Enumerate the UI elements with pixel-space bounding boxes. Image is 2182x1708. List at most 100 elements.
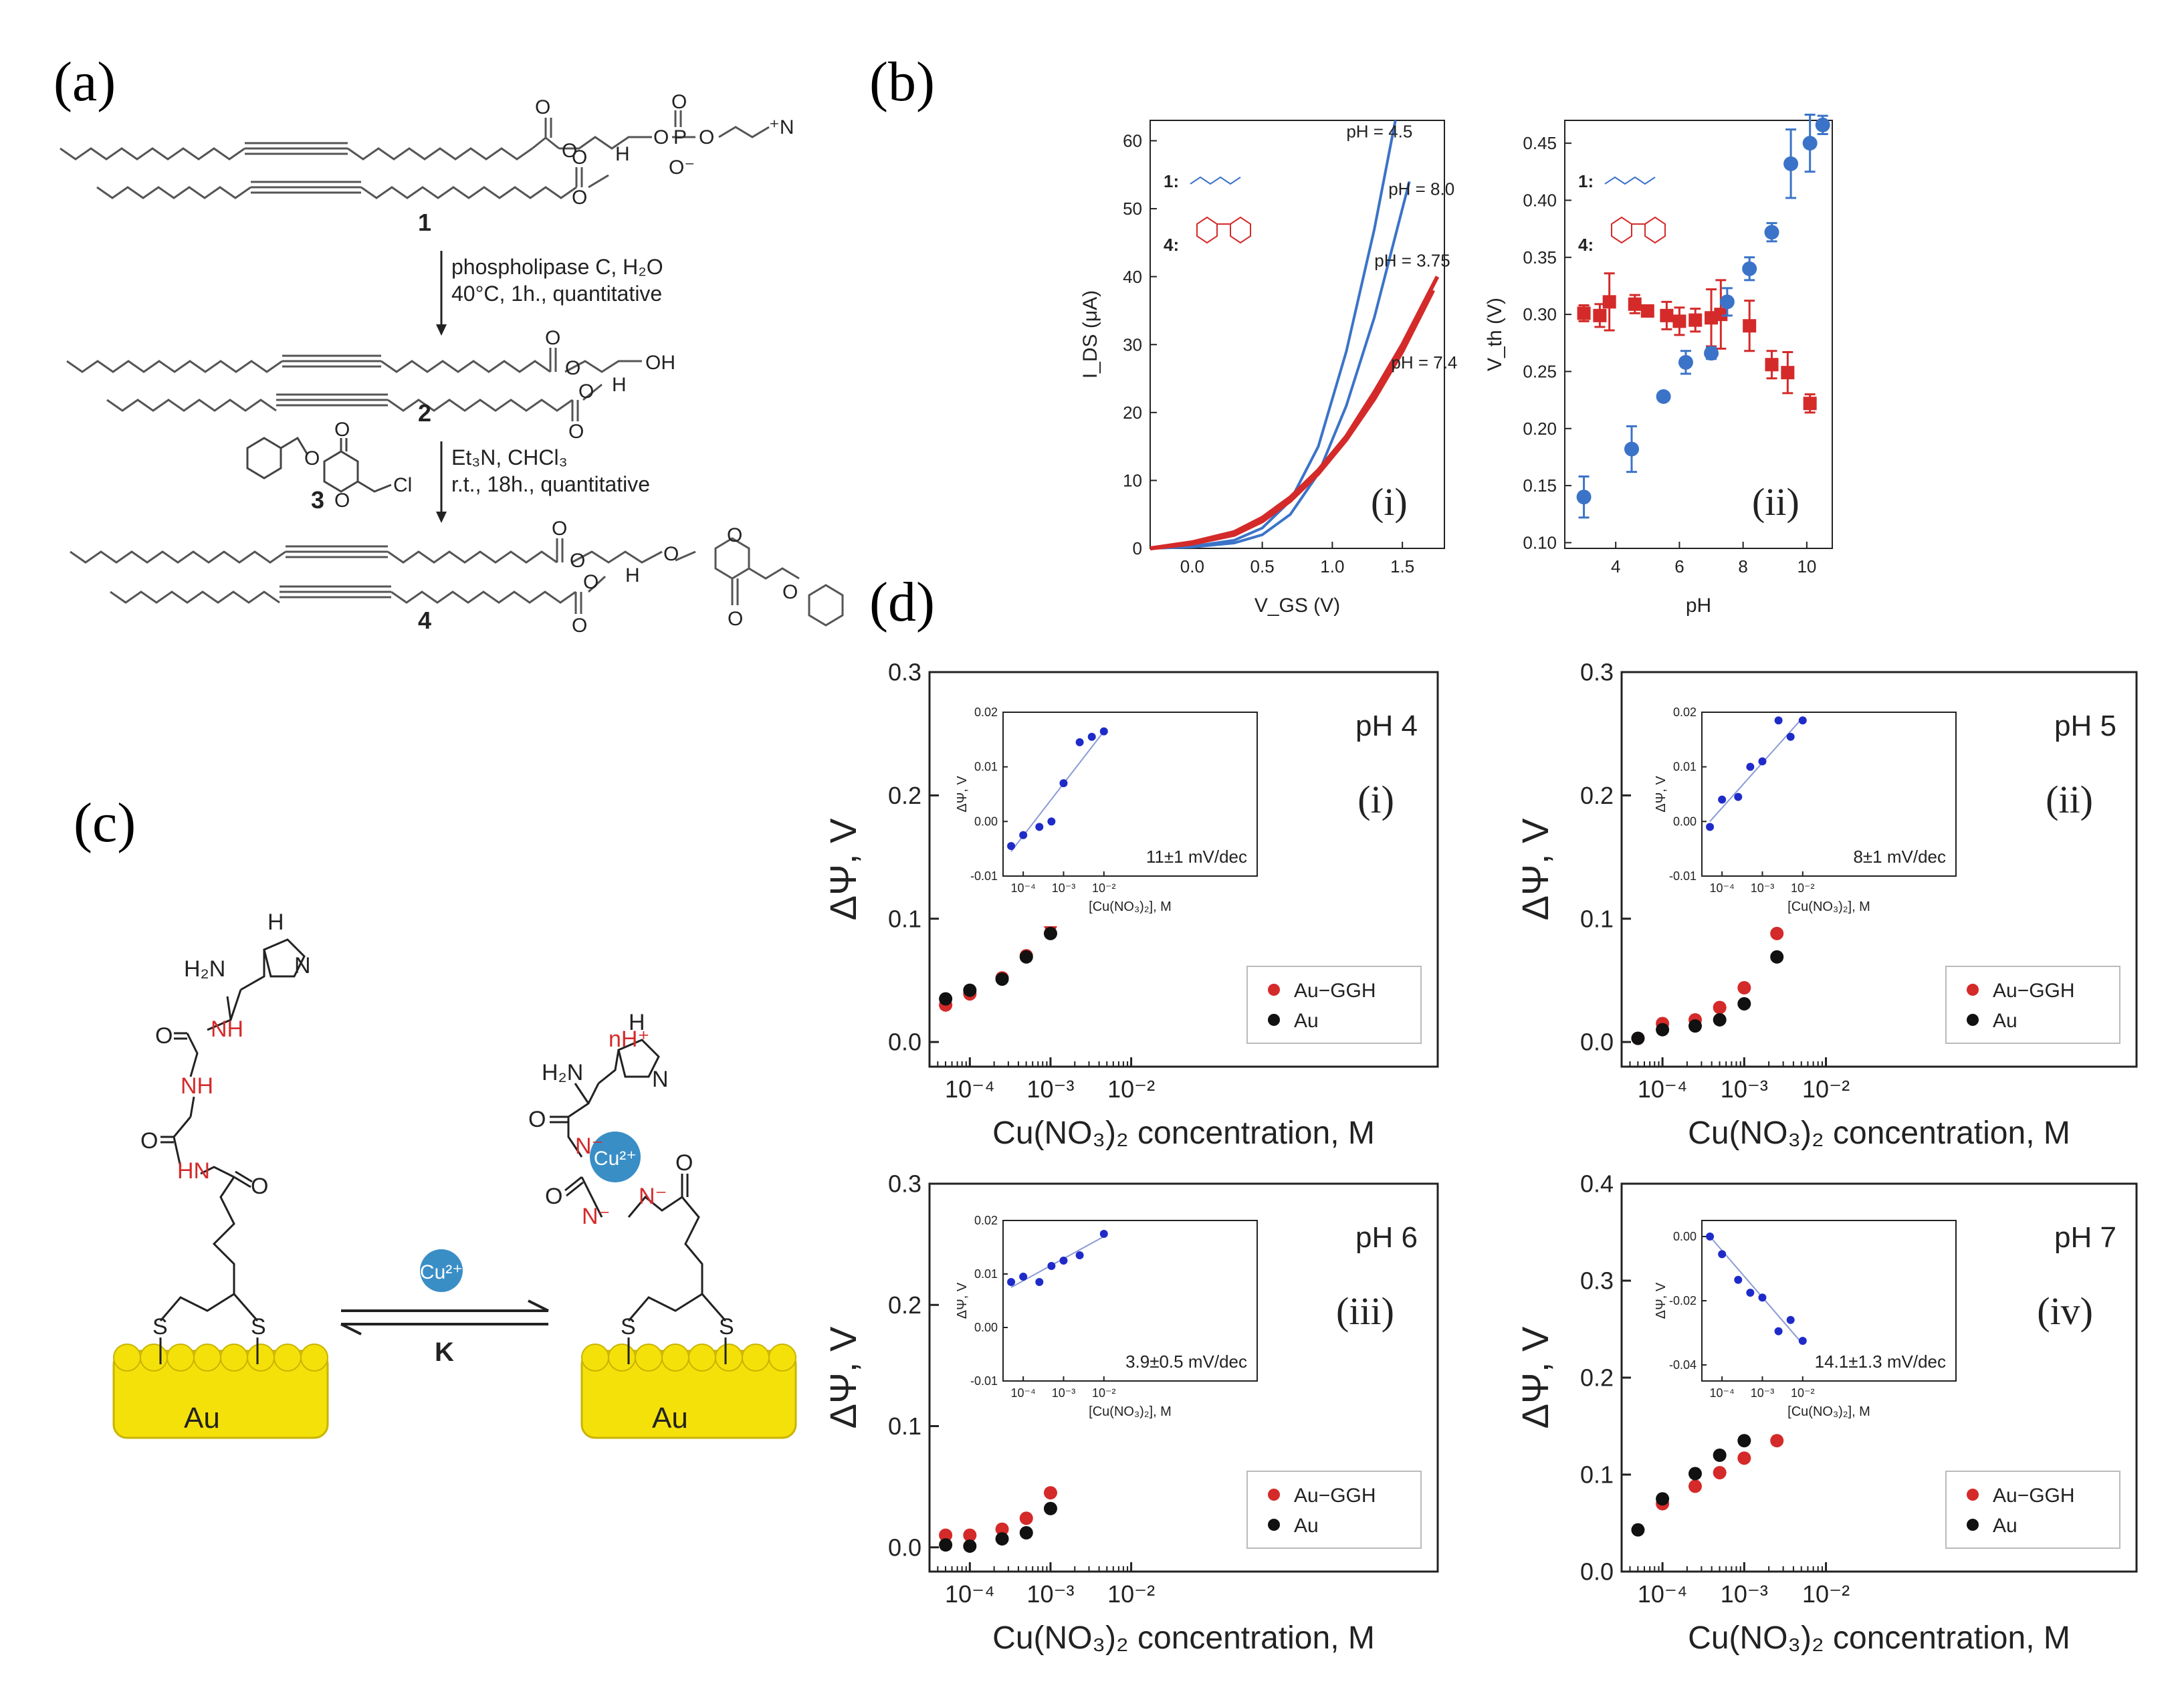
data-point — [1043, 1501, 1057, 1515]
step2-conditions: Et₃N, CHCl₃ — [451, 445, 568, 469]
inset-y-tick-label: -0.01 — [1669, 869, 1697, 883]
inset-background — [956, 696, 1277, 926]
inset-y-tick-label: 0.00 — [1673, 815, 1697, 828]
subpanel-label: (iv) — [2037, 1289, 2093, 1333]
y-tick-label: 0.10 — [1523, 533, 1557, 553]
x-axis-label: Cu(NO₃)₂ concentration, M — [992, 1115, 1375, 1151]
atom-o: O — [140, 1128, 158, 1154]
atom-p: P — [673, 126, 687, 148]
y-tick-label: 10 — [1123, 471, 1142, 491]
y-axis-label: ΔΨ, V — [1514, 818, 1556, 920]
atom-n-minus: N⁻ — [582, 1204, 611, 1229]
inset-data-point — [1774, 1327, 1783, 1336]
step1-conditions: phospholipase C, H₂O — [451, 255, 663, 279]
inset-x-tick-label: 10⁻³ — [1751, 881, 1775, 895]
y-tick-label: 0.30 — [1523, 304, 1557, 324]
data-point — [1770, 1434, 1784, 1448]
atom-o: O — [251, 1174, 268, 1199]
step1-conditions: 40°C, 1h., quantitative — [451, 282, 662, 306]
y-axis-label: V_th (V) — [1484, 298, 1506, 371]
atom-o: O — [675, 1150, 693, 1176]
plot-frame — [1150, 120, 1445, 549]
chart-d-i: 10⁻⁴ 10⁻³ 10⁻² 0.0 0.1 0.2 0.3 Cu(NO₃)₂ concent… — [822, 659, 1439, 1151]
data-point — [1043, 1486, 1057, 1500]
data-point — [1737, 981, 1751, 994]
y-tick-label: 0.2 — [888, 782, 921, 809]
cu-ion-bound-label: Cu²⁺ — [594, 1148, 637, 1170]
data-point — [1713, 1012, 1727, 1027]
data-point — [1656, 389, 1671, 405]
subpanel-label: (ii) — [2046, 778, 2093, 821]
data-point — [1704, 346, 1719, 361]
data-point — [1688, 1479, 1702, 1493]
atom-cl: Cl — [393, 474, 412, 496]
y-tick-label: 0.20 — [1523, 419, 1557, 439]
atom-o: O — [545, 1184, 562, 1209]
inset-data-point — [1075, 738, 1084, 746]
y-tick-label: 0.40 — [1523, 191, 1557, 211]
compound-4-label: 4 — [418, 607, 431, 634]
atom-o: O — [572, 146, 587, 169]
inset-data-point — [1758, 1293, 1767, 1302]
data-point — [1631, 1031, 1645, 1045]
subpanel-label: (i) — [1371, 480, 1408, 524]
inset-y-tick-label: 0.02 — [1673, 706, 1697, 719]
inset-y-tick-label: -0.01 — [970, 869, 998, 883]
atom-h: H — [625, 564, 640, 586]
data-point — [1019, 1511, 1033, 1525]
inset-data-point — [1035, 1278, 1044, 1286]
atom-o: O — [653, 126, 669, 148]
data-point — [963, 983, 977, 997]
inset-data-point — [1059, 779, 1068, 788]
ph-label: pH 4 — [1355, 710, 1418, 742]
plot-frame — [928, 671, 1439, 1068]
inset-y-tick-label: -0.01 — [970, 1374, 998, 1388]
data-point — [1713, 1000, 1727, 1015]
x-tick-label: 10⁻³ — [1026, 1580, 1074, 1608]
atom-h: H — [629, 1010, 645, 1035]
iv-curve — [1150, 276, 1440, 550]
inset-data-point — [1774, 716, 1783, 725]
x-tick-label: 10⁻³ — [1721, 1075, 1768, 1103]
inset-background — [1655, 696, 1976, 926]
inset-data-point — [1059, 1257, 1068, 1265]
y-axis-label: ΔΨ, V — [1514, 1326, 1556, 1428]
inset-frame — [1002, 712, 1258, 877]
atom-o: O — [671, 91, 687, 113]
legend-box — [1246, 966, 1422, 1044]
ph-label: pH 6 — [1355, 1221, 1418, 1254]
data-point — [1688, 313, 1703, 327]
inset-slope-annotation: 14.1±1.3 mV/dec — [1815, 1352, 1946, 1372]
data-point — [1781, 366, 1795, 380]
inset-y-tick-label: 0.01 — [1673, 760, 1697, 774]
atom-h: H — [612, 374, 627, 396]
x-tick-label: 10⁻⁴ — [945, 1580, 995, 1608]
x-tick-label: 10⁻² — [1802, 1075, 1850, 1103]
atom-o: O — [565, 357, 580, 379]
legend-marker — [1967, 1014, 1979, 1026]
y-tick-label: 0.1 — [888, 905, 921, 932]
inset-y-tick-label: 0.01 — [974, 1267, 998, 1281]
legend-marker — [1967, 1519, 1979, 1531]
inset-x-axis-label: [Cu(NO₃)₂], M — [1089, 1404, 1172, 1419]
atom-nh: NH — [211, 1017, 243, 1042]
x-tick-label: 4 — [1611, 556, 1620, 576]
x-tick-label: 8 — [1738, 556, 1747, 576]
au-label: Au — [184, 1402, 220, 1434]
y-tick-label: 0.3 — [888, 1170, 921, 1198]
inset-data-point — [1047, 817, 1056, 826]
inset-data-point — [1035, 823, 1044, 831]
inset-data-point — [1734, 1275, 1743, 1284]
data-point — [1631, 1523, 1645, 1537]
inset-y-tick-label: 0.00 — [974, 1321, 998, 1334]
x-axis-label: V_GS (V) — [1254, 595, 1340, 617]
atom-o: O — [155, 1023, 173, 1049]
atom-o: O — [334, 490, 350, 512]
inset-y-tick-label: 0.02 — [974, 706, 998, 719]
atom-o: O — [728, 608, 743, 630]
data-point — [1593, 308, 1607, 322]
inset-data-point — [1734, 792, 1743, 801]
x-axis-label: Cu(NO₃)₂ concentration, M — [1688, 1115, 2070, 1151]
inset-frame — [1701, 712, 1957, 877]
data-point — [963, 1539, 977, 1553]
